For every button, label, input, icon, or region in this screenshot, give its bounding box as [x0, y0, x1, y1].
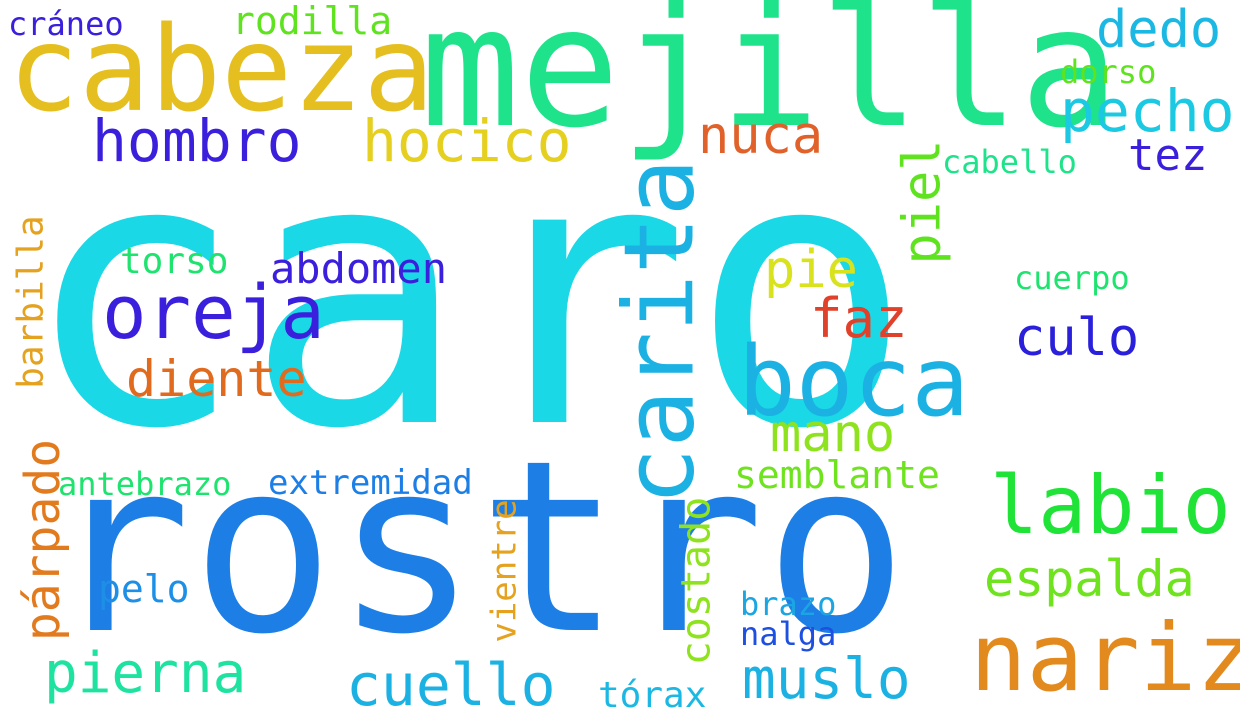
word-cabeza: cabeza	[8, 0, 435, 138]
word-cabello: cabello	[942, 143, 1077, 181]
word-semblante: semblante	[734, 453, 940, 497]
word-rostro: rostro	[48, 410, 908, 687]
word-nuca: nuca	[698, 106, 824, 166]
word-mano: mano	[770, 404, 896, 464]
word-costado: costado	[673, 496, 720, 666]
word-nariz: nariz	[970, 604, 1240, 713]
word-pierna: pierna	[44, 641, 247, 706]
word-barbilla: barbilla	[10, 215, 52, 389]
word-cuello: cuello	[346, 651, 556, 719]
word-oreja: oreja	[102, 270, 325, 356]
word-muslo: muslo	[742, 647, 911, 712]
word-torso: torso	[120, 241, 229, 282]
word-pecho: pecho	[1060, 77, 1235, 145]
word-brazo: brazo	[740, 585, 837, 623]
word-tez: tez	[1128, 130, 1208, 181]
word-nalga: nalga	[740, 615, 837, 653]
word-espalda: espalda	[984, 550, 1195, 608]
word-hocico: hocico	[362, 107, 572, 175]
word-labio: labio	[990, 459, 1231, 552]
word-rodilla: rodilla	[232, 0, 393, 43]
word-faz: faz	[810, 287, 908, 350]
word-piel: piel	[892, 139, 953, 265]
word-torax: tórax	[598, 675, 707, 716]
word-hombro: hombro	[92, 107, 302, 175]
word-cuerpo: cuerpo	[1014, 259, 1130, 297]
word-antebrazo: antebrazo	[58, 465, 232, 503]
word-craneo: cráneo	[8, 5, 124, 43]
word-diente: diente	[126, 350, 307, 408]
word-boca: boca	[738, 326, 970, 438]
word-extremidad: extremidad	[268, 463, 473, 503]
word-caro: caro	[22, 80, 914, 510]
word-dedo: dedo	[1096, 0, 1222, 60]
word-abdomen: abdomen	[270, 244, 448, 293]
word-pelo: pelo	[98, 567, 190, 611]
word-carita: carita	[603, 158, 716, 506]
word-culo: culo	[1014, 308, 1140, 368]
word-pie: pie	[764, 240, 858, 300]
word-dorso: dorso	[1060, 53, 1157, 91]
word-mejilla: mejilla	[420, 0, 1120, 165]
word-vientre: vientre	[484, 499, 525, 643]
